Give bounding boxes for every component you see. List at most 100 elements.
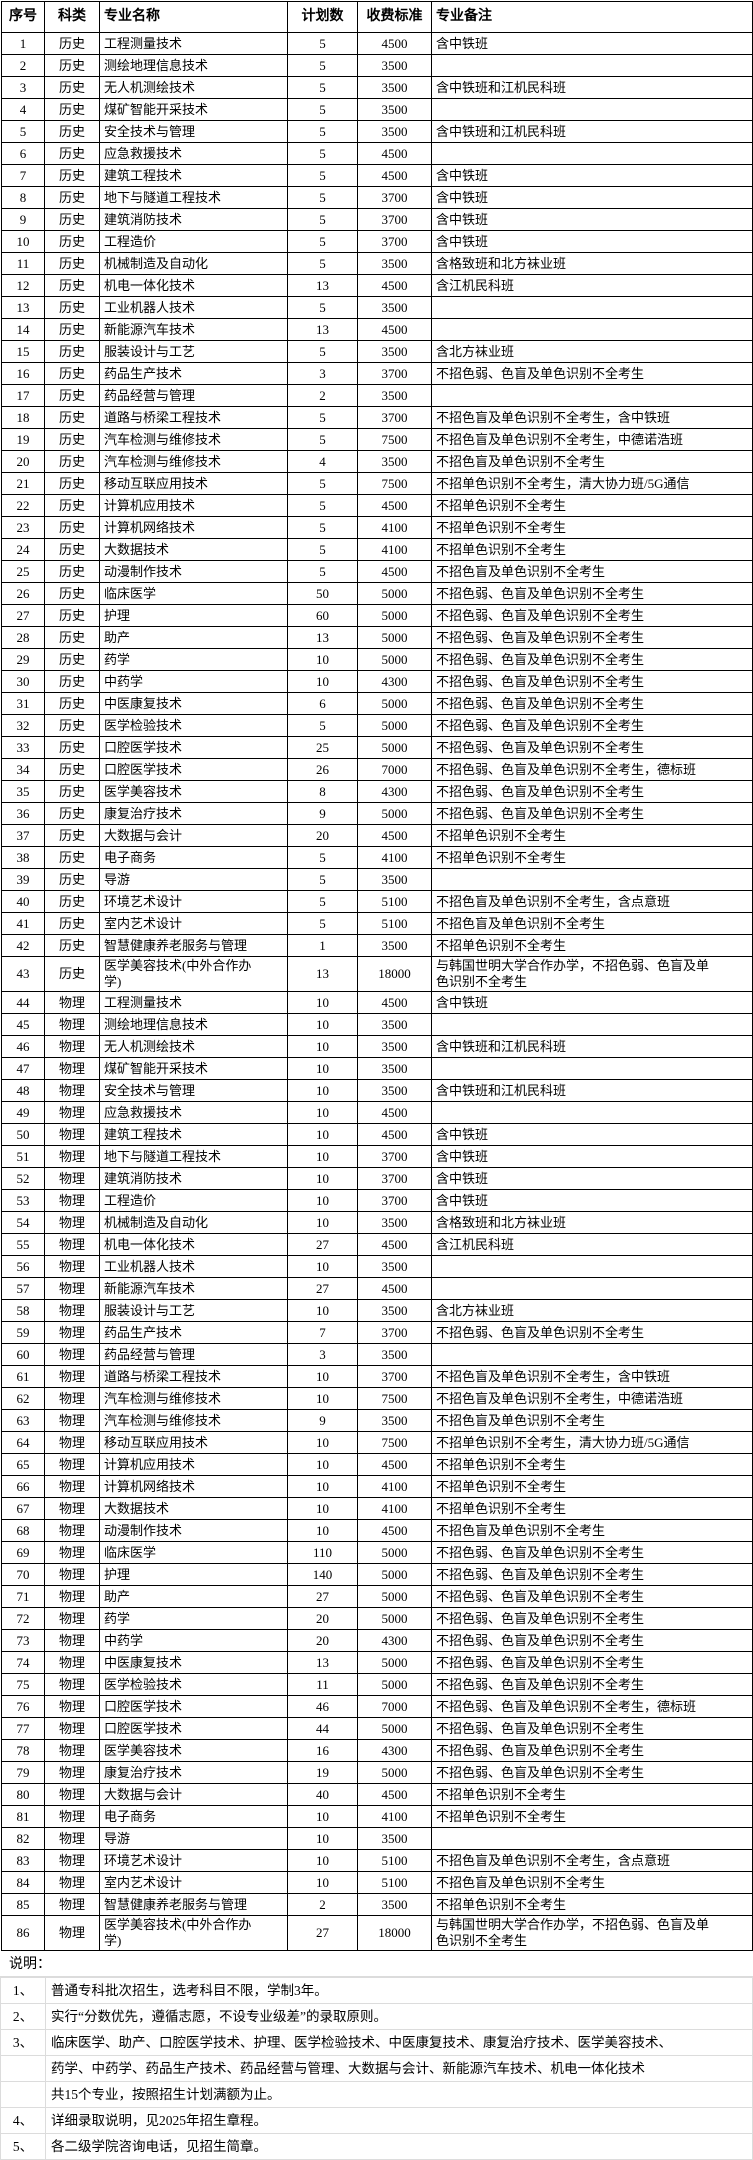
note-text: 共15个专业，按照招生计划满额为止。 xyxy=(45,2081,753,2108)
cell-fee: 18000 xyxy=(357,956,432,992)
cell-seq: 39 xyxy=(1,868,45,891)
cell-seq: 86 xyxy=(1,1915,45,1951)
cell-category: 历史 xyxy=(44,252,100,275)
cell-category: 物理 xyxy=(44,1673,100,1696)
cell-fee: 5100 xyxy=(357,1849,432,1872)
cell-major: 测绘地理信息技术 xyxy=(99,1013,288,1036)
cell-seq: 5 xyxy=(1,120,45,143)
cell-category: 历史 xyxy=(44,956,100,992)
cell-plan: 5 xyxy=(287,890,358,913)
table-row: 48 物理 安全技术与管理 10 3500 含中铁班和江机民科班 xyxy=(1,1079,753,1102)
cell-fee: 7500 xyxy=(357,472,432,495)
cell-category: 物理 xyxy=(44,1497,100,1520)
cell-plan: 6 xyxy=(287,692,358,715)
cell-remark: 含中铁班 xyxy=(431,1189,753,1212)
cell-seq: 16 xyxy=(1,362,45,385)
cell-category: 物理 xyxy=(44,1211,100,1234)
cell-seq: 47 xyxy=(1,1057,45,1080)
table-row: 61 物理 道路与桥梁工程技术 10 3700 不招色盲及单色识别不全考生，含中铁班 xyxy=(1,1365,753,1388)
table-row: 68 物理 动漫制作技术 10 4500 不招色盲及单色识别不全考生 xyxy=(1,1519,753,1542)
cell-plan: 10 xyxy=(287,1057,358,1080)
cell-major: 大数据与会计 xyxy=(99,824,288,847)
cell-seq: 14 xyxy=(1,318,45,341)
note-text: 普通专科批次招生，选考科目不限，学制3年。 xyxy=(45,1977,753,2004)
table-row: 33 历史 口腔医学技术 25 5000 不招色弱、色盲及单色识别不全考生 xyxy=(1,736,753,759)
cell-fee: 5000 xyxy=(357,802,432,825)
cell-seq: 35 xyxy=(1,780,45,803)
cell-remark: 含江机民科班 xyxy=(431,1233,753,1256)
cell-remark xyxy=(431,1013,753,1036)
cell-seq: 52 xyxy=(1,1167,45,1190)
cell-plan: 13 xyxy=(287,274,358,297)
cell-category: 物理 xyxy=(44,1563,100,1586)
cell-fee: 4500 xyxy=(357,1277,432,1300)
cell-plan: 5 xyxy=(287,76,358,99)
cell-fee: 3500 xyxy=(357,54,432,77)
cell-plan: 5 xyxy=(287,714,358,737)
cell-seq: 30 xyxy=(1,670,45,693)
note-item: 共15个专业，按照招生计划满额为止。 xyxy=(0,2081,753,2108)
table-row: 46 物理 无人机测绘技术 10 3500 含中铁班和江机民科班 xyxy=(1,1035,753,1058)
table-row: 3 历史 无人机测绘技术 5 3500 含中铁班和江机民科班 xyxy=(1,76,753,99)
cell-seq: 46 xyxy=(1,1035,45,1058)
cell-major: 新能源汽车技术 xyxy=(99,318,288,341)
cell-major: 医学美容技术 xyxy=(99,1739,288,1762)
table-row: 74 物理 中医康复技术 13 5000 不招色弱、色盲及单色识别不全考生 xyxy=(1,1651,753,1674)
cell-seq: 2 xyxy=(1,54,45,77)
table-row: 71 物理 助产 27 5000 不招色弱、色盲及单色识别不全考生 xyxy=(1,1585,753,1608)
cell-seq: 79 xyxy=(1,1761,45,1784)
cell-plan: 10 xyxy=(287,1805,358,1828)
cell-seq: 29 xyxy=(1,648,45,671)
cell-seq: 10 xyxy=(1,230,45,253)
cell-major: 工程造价 xyxy=(99,230,288,253)
table-row: 86 物理 医学美容技术(中外合作办 学) 27 18000 与韩国世明大学合作办学，不招… xyxy=(1,1915,753,1951)
cell-major: 口腔医学技术 xyxy=(99,736,288,759)
cell-remark: 含中铁班 xyxy=(431,1167,753,1190)
cell-major: 煤矿智能开采技术 xyxy=(99,1057,288,1080)
cell-plan: 25 xyxy=(287,736,358,759)
cell-fee: 4500 xyxy=(357,1519,432,1542)
cell-seq: 4 xyxy=(1,98,45,121)
cell-plan: 5 xyxy=(287,516,358,539)
cell-major: 计算机网络技术 xyxy=(99,1475,288,1498)
cell-category: 历史 xyxy=(44,780,100,803)
table-row: 6 历史 应急救援技术 5 4500 xyxy=(1,142,753,165)
table-row: 75 物理 医学检验技术 11 5000 不招色弱、色盲及单色识别不全考生 xyxy=(1,1673,753,1696)
cell-category: 历史 xyxy=(44,340,100,363)
cell-seq: 55 xyxy=(1,1233,45,1256)
cell-seq: 44 xyxy=(1,991,45,1014)
cell-category: 物理 xyxy=(44,1409,100,1432)
note-number: 2、 xyxy=(0,2003,46,2030)
cell-seq: 31 xyxy=(1,692,45,715)
cell-remark: 不招色弱、色盲及单色识别不全考生 xyxy=(431,714,753,737)
cell-seq: 36 xyxy=(1,802,45,825)
cell-plan: 10 xyxy=(287,1453,358,1476)
table-row: 40 历史 环境艺术设计 5 5100 不招色盲及单色识别不全考生，含点意班 xyxy=(1,890,753,913)
cell-plan: 5 xyxy=(287,32,358,55)
cell-fee: 4500 xyxy=(357,494,432,517)
cell-plan: 10 xyxy=(287,1475,358,1498)
header-fee: 收费标准 xyxy=(357,1,432,33)
cell-major: 药品生产技术 xyxy=(99,362,288,385)
cell-plan: 10 xyxy=(287,1035,358,1058)
cell-major: 移动互联应用技术 xyxy=(99,472,288,495)
cell-remark: 不招色弱、色盲及单色识别不全考生 xyxy=(431,1717,753,1740)
cell-plan: 140 xyxy=(287,1563,358,1586)
cell-major: 助产 xyxy=(99,626,288,649)
cell-fee: 5000 xyxy=(357,1563,432,1586)
cell-major: 康复治疗技术 xyxy=(99,802,288,825)
notes-body: 1、 普通专科批次招生，选考科目不限，学制3年。 2、 实行“分数优先，遵循志愿，不设… xyxy=(0,1977,753,2160)
cell-category: 历史 xyxy=(44,736,100,759)
cell-category: 物理 xyxy=(44,1365,100,1388)
cell-seq: 40 xyxy=(1,890,45,913)
cell-major: 服装设计与工艺 xyxy=(99,340,288,363)
table-row: 28 历史 助产 13 5000 不招色弱、色盲及单色识别不全考生 xyxy=(1,626,753,649)
cell-category: 历史 xyxy=(44,670,100,693)
cell-seq: 54 xyxy=(1,1211,45,1234)
cell-major: 大数据与会计 xyxy=(99,1783,288,1806)
cell-remark: 含格致班和北方袜业班 xyxy=(431,252,753,275)
cell-major: 导游 xyxy=(99,868,288,891)
table-row: 69 物理 临床医学 110 5000 不招色弱、色盲及单色识别不全考生 xyxy=(1,1541,753,1564)
cell-remark: 不招单色识别不全考生 xyxy=(431,1453,753,1476)
table-row: 53 物理 工程造价 10 3700 含中铁班 xyxy=(1,1189,753,1212)
